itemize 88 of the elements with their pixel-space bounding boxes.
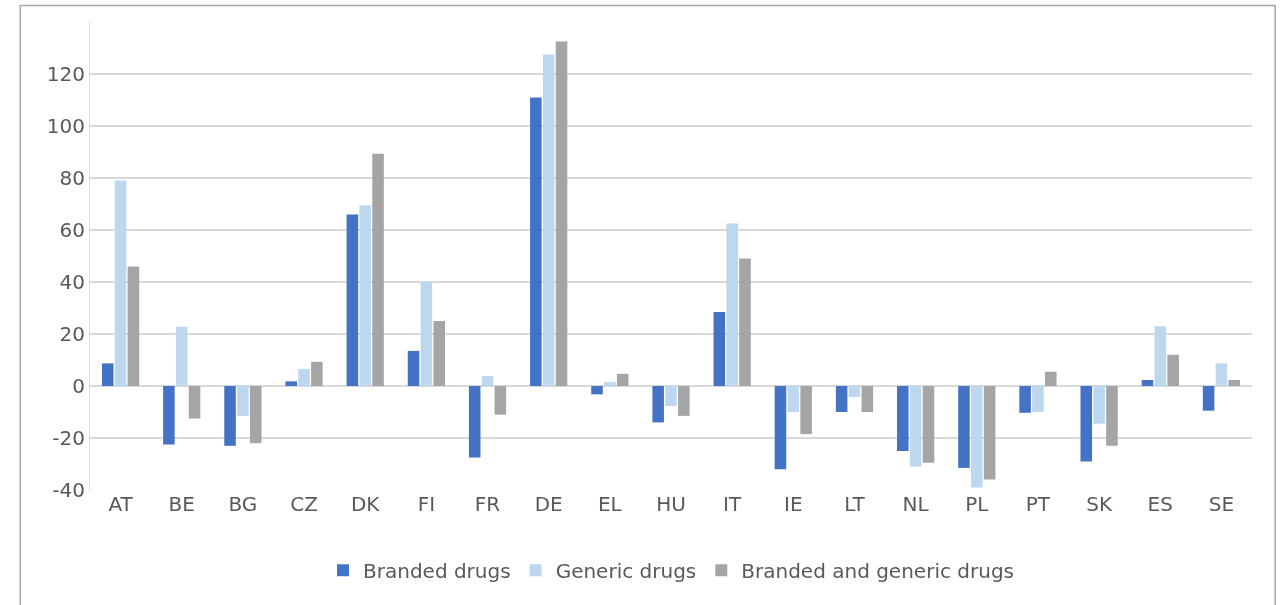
bar [591,386,603,395]
bar [249,386,262,444]
bar [1093,386,1105,424]
x-tick-label: BE [168,492,195,516]
x-tick-label: FI [417,492,436,516]
bar [298,369,310,386]
bar [127,266,140,386]
bar [433,321,445,386]
y-tick-label: 0 [72,374,85,398]
bar [922,386,935,463]
bar [739,258,751,386]
bar [101,363,114,386]
legend-label: Branded drugs [363,559,511,584]
bar [1106,386,1118,446]
bar [800,386,812,435]
bar [530,97,542,386]
bar [616,373,629,386]
bar [285,381,297,386]
x-tick-label: CZ [290,492,318,516]
x-tick-label: HU [656,492,686,516]
bar [555,41,568,386]
bar [835,386,848,412]
x-tick-label: SK [1086,492,1113,516]
x-tick-label: NL [902,492,930,516]
bar [787,386,800,412]
y-tick-label: -20 [52,426,85,450]
bar [652,386,664,423]
bar [494,386,507,415]
bar [665,386,677,407]
legend-label: Branded and generic drugs [741,559,1014,584]
y-tick-label: 60 [59,218,85,242]
bar [713,311,726,386]
bar [1141,380,1154,386]
bar [1167,354,1179,386]
bar [407,350,420,386]
y-tick-label: 80 [59,166,85,190]
x-tick-label: DE [534,492,563,516]
bar [237,386,249,416]
bar [163,386,175,445]
x-tick-label: SE [1208,492,1235,516]
bar [848,386,861,397]
bar [897,386,909,451]
bar [958,386,970,468]
bar [346,214,359,386]
bar [1045,371,1057,386]
x-tick-label: IT [723,492,742,516]
bar [175,326,188,386]
x-tick-label: FR [474,492,501,516]
bar [1215,363,1228,386]
bar [468,386,481,458]
x-tick-label: PT [1025,492,1051,516]
x-tick-label: ES [1147,492,1173,516]
y-tick-label: 120 [46,62,85,86]
bar [971,386,983,488]
x-tick-label: BG [228,492,258,516]
bar [983,386,996,480]
bar [114,180,127,386]
bar [726,223,738,386]
bar [542,54,555,386]
bar [604,382,616,386]
legend-label: Generic drugs [555,559,697,584]
bar [1228,380,1241,386]
x-tick-label: DK [350,492,381,516]
bar [1202,386,1215,411]
bar [224,386,236,446]
y-tick-label: 100 [46,114,85,138]
bar [372,153,384,386]
bar [1154,326,1167,386]
y-tick-label: -40 [52,478,85,502]
x-tick-label: AT [108,492,134,516]
x-tick-label: IE [784,492,803,516]
bar [188,386,201,419]
x-tick-label: EL [597,492,623,516]
bar [774,386,787,470]
x-tick-label: PL [965,492,990,516]
bar [861,386,874,412]
bar [311,361,323,386]
bar [481,376,494,386]
bar [359,205,371,386]
y-tick-label: 40 [59,270,85,294]
x-tick-label: LT [844,492,866,516]
bar [420,282,433,386]
bar [678,386,690,416]
y-tick-label: 20 [59,322,85,346]
bar [1032,386,1044,412]
bar [1080,386,1093,462]
bar [1019,386,1031,413]
bar [909,386,922,467]
